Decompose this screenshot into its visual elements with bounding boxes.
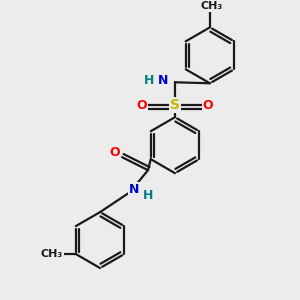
Text: S: S bbox=[170, 98, 180, 112]
Text: O: O bbox=[137, 99, 147, 112]
Text: O: O bbox=[202, 99, 213, 112]
Text: H: H bbox=[143, 189, 153, 202]
Text: N: N bbox=[158, 74, 168, 87]
Text: H: H bbox=[144, 74, 154, 87]
Text: N: N bbox=[129, 183, 139, 196]
Text: CH₃: CH₃ bbox=[201, 2, 223, 11]
Text: O: O bbox=[110, 146, 120, 159]
Text: CH₃: CH₃ bbox=[41, 249, 63, 259]
